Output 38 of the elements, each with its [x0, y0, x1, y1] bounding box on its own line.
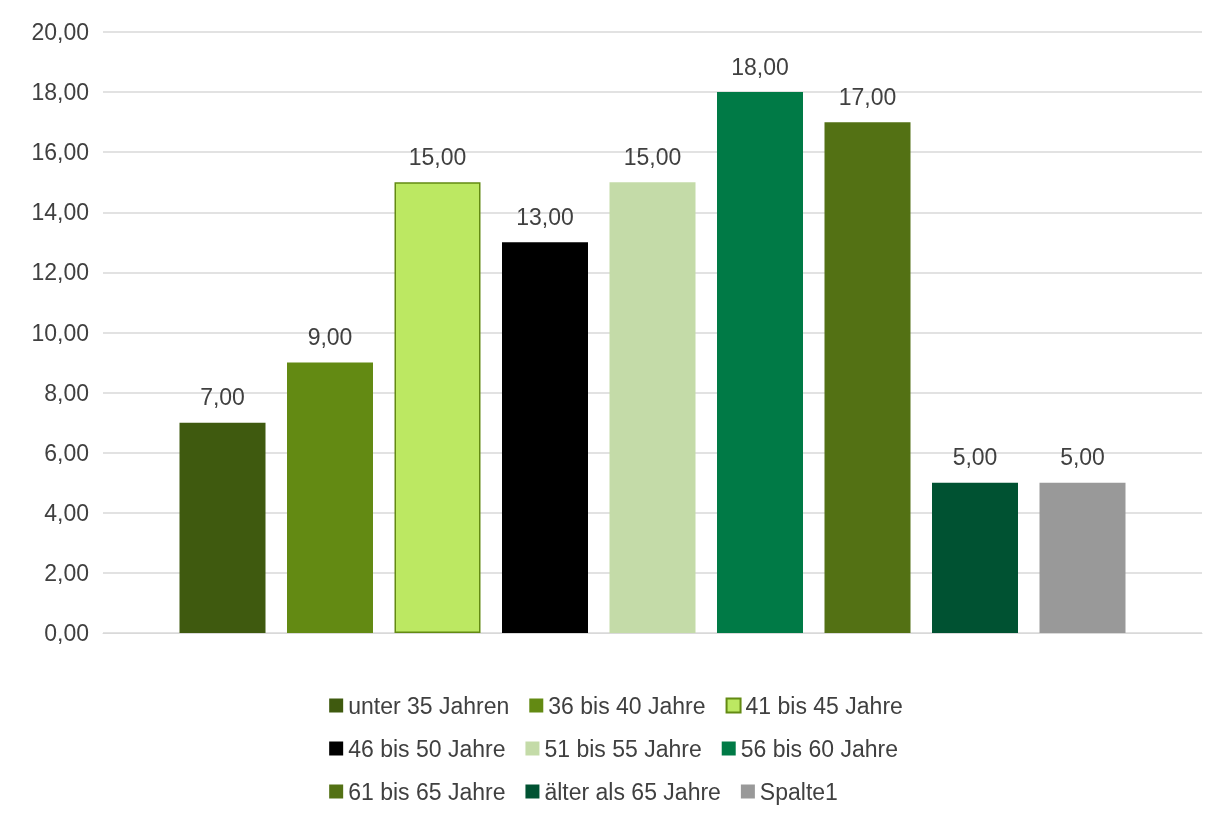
data-label: 15,00	[408, 143, 467, 170]
y-tick-label: 8,00	[44, 379, 89, 406]
legend-label: 56 bis 60 Jahre	[740, 735, 898, 762]
y-tick-label: 20,00	[31, 19, 89, 45]
y-tick-label: 16,00	[31, 139, 89, 166]
data-label: 15,00	[623, 143, 682, 170]
y-tick-label: 10,00	[31, 319, 89, 346]
y-tick-label: 0,00	[44, 620, 89, 646]
legend-label: 46 bis 50 Jahre	[348, 735, 506, 762]
legend-label: 61 bis 65 Jahre	[348, 778, 506, 805]
y-tick-label: 2,00	[44, 559, 89, 586]
legend-label: Spalte1	[759, 778, 838, 805]
y-tick-label: 14,00	[31, 199, 89, 226]
bar	[1039, 482, 1126, 633]
bar	[824, 122, 911, 633]
bar	[179, 422, 266, 633]
legend-label: 36 bis 40 Jahre	[548, 692, 706, 719]
bar	[287, 362, 373, 633]
data-label: 5,00	[1060, 444, 1105, 471]
legend-label: 51 bis 55 Jahre	[544, 735, 702, 762]
bar	[502, 242, 588, 633]
legend-label: 41 bis 45 Jahre	[745, 692, 903, 719]
bar	[717, 92, 803, 633]
data-label: 9,00	[307, 324, 353, 351]
data-label: 18,00	[731, 53, 789, 80]
legend-label: älter als 65 Jahre	[544, 778, 721, 805]
legend-label: unter 35 Jahren	[348, 692, 510, 719]
y-tick-label: 4,00	[44, 499, 89, 526]
data-label: 17,00	[838, 83, 897, 110]
data-label: 13,00	[516, 203, 574, 230]
y-tick-label: 6,00	[44, 439, 89, 466]
data-label: 7,00	[200, 384, 245, 411]
bar	[394, 182, 481, 633]
bar	[609, 182, 696, 633]
data-label: 5,00	[952, 444, 998, 471]
y-tick-label: 12,00	[31, 259, 89, 286]
bar	[932, 482, 1018, 633]
y-tick-label: 18,00	[31, 79, 89, 106]
